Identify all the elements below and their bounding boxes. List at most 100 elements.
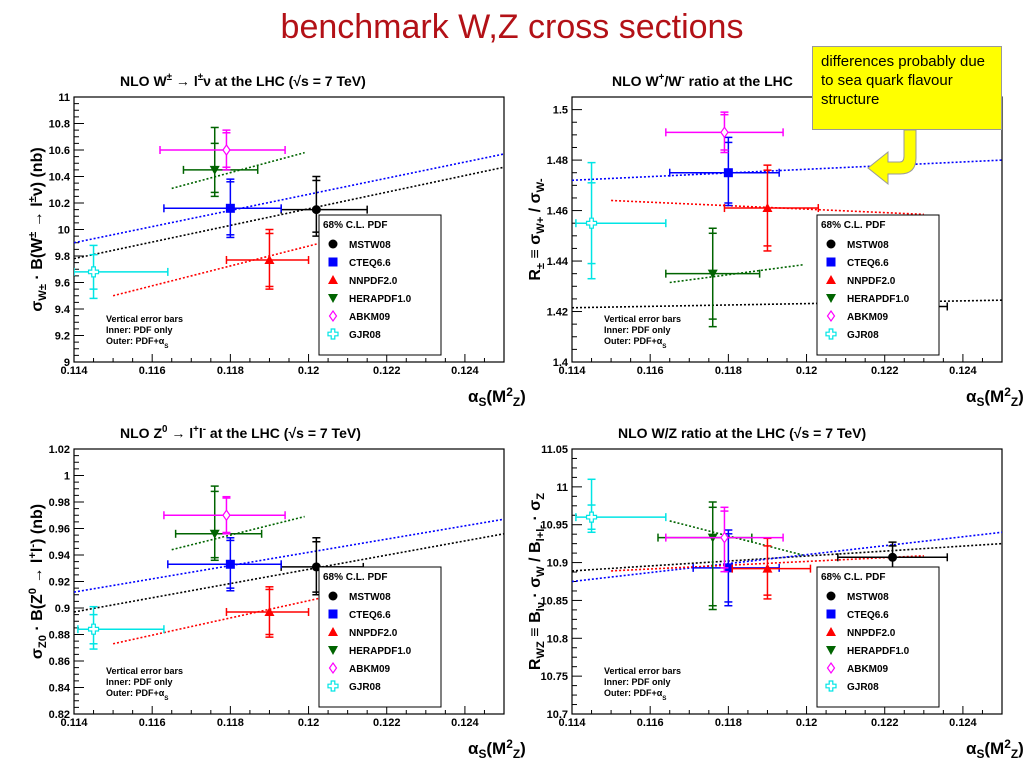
alpha-s-dependence-line xyxy=(74,533,504,613)
legend-label: HERAPDF1.0 xyxy=(847,646,910,657)
x-axis-label: αS(M2Z) xyxy=(966,385,1024,409)
chart-svg: NLO Z0 → l+l- at the LHC (√s = 7 TeV) 0.1… xyxy=(27,424,526,761)
chart-svg: NLO W/Z ratio at the LHC (√s = 7 TeV) 0.1… xyxy=(527,425,1024,761)
y-axis-label: RWZ ≡ Blν · σW / Bl+l- · σZ xyxy=(527,493,547,670)
abkm09-marker xyxy=(826,661,836,675)
nnpdf20-marker xyxy=(264,254,275,264)
y-tick-label: 11.05 xyxy=(541,444,568,456)
x-tick-label: 0.12 xyxy=(298,365,319,377)
mstw08-marker xyxy=(826,239,836,249)
legend-title: 68% C.L. PDF xyxy=(821,572,885,583)
x-tick-label: 0.116 xyxy=(139,717,166,729)
y-tick-label: 0.98 xyxy=(49,497,70,509)
abkm09-marker xyxy=(720,531,729,544)
legend-label: ABKM09 xyxy=(349,312,391,323)
cteq66-marker xyxy=(225,203,235,213)
x-tick-label: 0.124 xyxy=(451,365,479,377)
nnpdf20-marker xyxy=(328,627,338,636)
legend-label: NNPDF2.0 xyxy=(847,628,896,639)
y-tick-label: 9.4 xyxy=(55,304,71,316)
legend-box xyxy=(816,214,940,356)
y-tick-label: 0.96 xyxy=(49,524,70,536)
plot-area xyxy=(572,111,1002,335)
x-tick-label: 0.114 xyxy=(559,717,587,729)
abkm09-marker xyxy=(328,661,338,675)
alpha-s-dependence-line xyxy=(74,153,504,244)
x-tick-label: 0.12 xyxy=(796,717,817,729)
y-tick-label: 0.88 xyxy=(49,630,70,642)
legend-label: HERAPDF1.0 xyxy=(349,294,412,305)
z-cross-section-panel: NLO Z0 → l+l- at the LHC (√s = 7 TeV) 0.1… xyxy=(20,414,526,762)
herapdf10-marker xyxy=(328,294,338,303)
x-tick-label: 0.118 xyxy=(715,717,742,729)
x-tick-label: 0.122 xyxy=(373,717,401,729)
data-point xyxy=(575,161,667,280)
x-tick-label: 0.118 xyxy=(217,717,244,729)
cteq66-marker xyxy=(826,257,836,267)
legend-label: MSTW08 xyxy=(847,592,889,603)
abkm09-marker xyxy=(222,509,231,522)
plot-area xyxy=(74,485,504,650)
x-tick-label: 0.116 xyxy=(637,365,664,377)
data-point xyxy=(74,244,169,300)
legend-title: 68% C.L. PDF xyxy=(323,220,387,231)
y-tick-label: 9 xyxy=(64,357,70,369)
legend-label: CTEQ6.6 xyxy=(847,258,889,269)
mstw08-marker xyxy=(328,591,338,601)
data-point xyxy=(837,541,949,572)
y-tick-label: 10 xyxy=(58,225,70,237)
herapdf10-marker xyxy=(826,294,836,303)
mstw08-marker xyxy=(328,239,338,249)
legend-label: NNPDF2.0 xyxy=(349,276,398,287)
legend-label: HERAPDF1.0 xyxy=(847,294,910,305)
note-vertical-error-bars: Vertical error bars xyxy=(106,314,183,324)
note-outer: Outer: PDF+αS xyxy=(106,688,169,702)
herapdf10-marker xyxy=(328,646,338,655)
gjr08-marker xyxy=(327,328,339,340)
gjr08-marker xyxy=(585,511,598,523)
x-tick-label: 0.12 xyxy=(796,365,817,377)
chart-title: NLO W/Z ratio at the LHC (√s = 7 TeV) xyxy=(618,425,866,441)
data-point xyxy=(665,506,784,573)
chart-svg: NLO W+/W- ratio at the LHC 0.114 0.116 0.11… xyxy=(527,72,1024,409)
abkm09-marker xyxy=(720,126,729,139)
plot-area xyxy=(74,126,504,300)
note-vertical-error-bars: Vertical error bars xyxy=(604,314,681,324)
legend-label: MSTW08 xyxy=(349,592,391,603)
cteq66-marker xyxy=(328,257,338,267)
note-outer: Outer: PDF+αS xyxy=(106,336,169,350)
abkm09-marker xyxy=(222,143,231,157)
nnpdf20-marker xyxy=(328,275,338,284)
y-axis-label: σW± · B(W± → l±ν) (nb) xyxy=(27,147,49,311)
data-point xyxy=(723,164,820,252)
legend-title: 68% C.L. PDF xyxy=(821,220,885,231)
y-tick-label: 1.02 xyxy=(49,444,70,456)
chart-svg: NLO W± → l±ν at the LHC (√s = 7 TeV) 0.11… xyxy=(27,72,526,409)
y-tick-label: 0.86 xyxy=(49,656,70,668)
sea-quark-callout: differences probably due to sea quark fl… xyxy=(812,46,1002,130)
data-point xyxy=(163,495,286,535)
slide-title: benchmark W,Z cross sections xyxy=(280,8,744,46)
x-tick-label: 0.122 xyxy=(373,365,401,377)
note-outer: Outer: PDF+αS xyxy=(604,688,667,702)
nnpdf20-marker xyxy=(762,203,773,213)
w-ratio-panel: NLO W+/W- ratio at the LHC 0.114 0.116 0.11… xyxy=(518,62,1024,410)
data-point xyxy=(163,178,282,239)
wz-ratio-panel: NLO W/Z ratio at the LHC (√s = 7 TeV) 0.1… xyxy=(518,414,1024,762)
x-tick-label: 0.114 xyxy=(559,365,587,377)
y-tick-label: 1.42 xyxy=(547,307,568,319)
data-point xyxy=(167,537,282,592)
legend-label: NNPDF2.0 xyxy=(349,628,398,639)
y-tick-label: 10.9 xyxy=(547,558,568,570)
data-point xyxy=(182,126,259,198)
y-tick-label: 9.8 xyxy=(55,251,70,263)
x-tick-label: 0.114 xyxy=(61,717,89,729)
plot-area xyxy=(572,478,1002,611)
y-axis-label: R± ≡ σW+ / σW- xyxy=(527,178,547,281)
y-tick-label: 11 xyxy=(58,92,70,104)
legend-label: CTEQ6.6 xyxy=(349,610,391,621)
data-point xyxy=(174,485,263,562)
y-tick-label: 10.6 xyxy=(49,145,70,157)
y-tick-label: 0.82 xyxy=(49,709,70,721)
data-point xyxy=(668,136,780,207)
